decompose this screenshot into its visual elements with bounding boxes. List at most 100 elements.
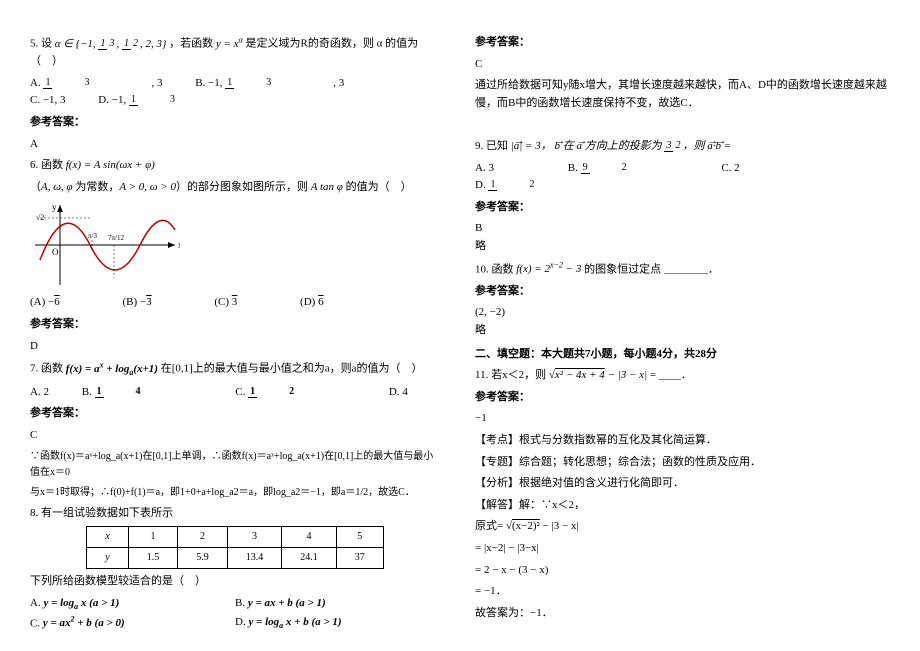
q8-table: x 1 2 3 4 5 y 1.5 5.9 13.4 24.1 37 [86, 526, 383, 569]
q6-graph: x y O √2 π/3 7π/12 [30, 200, 180, 290]
th-x: x [87, 527, 128, 548]
q7-stem: 7. 函数 f(x) = ax + loga(x+1) 在[0,1]上的最大值与… [30, 359, 440, 380]
q6-opt-b: (B) −3 [122, 294, 181, 312]
cell: 3 [227, 527, 282, 548]
q7-opt-b: B. 14 [82, 384, 203, 402]
q11-step1: = |x−2| − |3−x| [475, 540, 895, 558]
q7-expl2: 与x＝1时取得；∴f(0)+f(1)＝a，即1+0+a+log_a2＝a，即lo… [30, 485, 440, 501]
svg-text:x: x [178, 240, 180, 250]
svg-text:O: O [52, 247, 59, 257]
q5-opt-c: C. −1, 3 [30, 92, 66, 110]
q10-ans: (2, −2) [475, 304, 895, 322]
q6-opt-d: (D) 6 [300, 294, 354, 312]
q7-options: A. 2 B. 14 C. 12 D. 4 [30, 384, 440, 402]
q7-func: f(x) = ax + loga(x+1) [66, 363, 158, 375]
table-row: y 1.5 5.9 13.4 24.1 37 [87, 548, 383, 569]
svg-text:7π/12: 7π/12 [108, 234, 124, 242]
q8-opt-c: C. y = ax2 + b (a > 0) [30, 614, 235, 633]
q5-text-b: ，若函数 [169, 38, 213, 50]
q8-opt-d: D. y = loga x + b (a > 1) [235, 614, 440, 633]
q11-fx: 【分析】根据绝对值的含义进行化简即可． [475, 475, 895, 493]
cell: 2 [178, 527, 228, 548]
q11-stem: 11. 若x＜2，则 √x² − 4x + 4 − |3 − x| = ____… [475, 367, 895, 385]
q5-options: A. 13, 3 B. −1, 13, 3 C. −1, 3 D. −1, 13 [30, 75, 440, 110]
q5-func: y = xα [216, 38, 243, 50]
q7-ans: C [30, 427, 440, 445]
q5-opt-d: D. −1, 13 [98, 92, 237, 110]
q8-stem2: 下列所给函数模型较适合的是（ ） [30, 573, 440, 591]
q6-ans: D [30, 338, 440, 356]
q6-func: f(x) = A sin(ωx + φ) [66, 159, 155, 171]
q11-jd: 【解答】解：∵x＜2， [475, 497, 895, 515]
q9-opt-c: C. 2 [721, 160, 781, 178]
q5-stem: 5. 设 α ∈ {−1, 13, 12, 2, 3} ，若函数 y = xα … [30, 34, 440, 71]
q8-opts-row1: A. y = loga x (a > 1) B. y = ax + b (a >… [30, 595, 440, 614]
cell: 24.1 [282, 548, 337, 569]
q8-expl: 通过所给数据可知y随x增大，其增长速度越来越快，而A、D中的函数增长速度越来越慢… [475, 77, 895, 112]
q6-options: (A) −6 (B) −3 (C) 3 (D) 6 [30, 294, 440, 312]
q10-ans-label: 参考答案： [475, 283, 895, 301]
q6-opt-a: (A) −6 [30, 294, 90, 312]
q6-stem-a: 6. 函数 f(x) = A sin(ωx + φ) [30, 157, 440, 175]
q7-text-a: 7. 函数 [30, 363, 63, 375]
q7-opt-a: A. 2 [30, 384, 49, 402]
q8-opt-b: B. y = ax + b (a > 1) [235, 595, 440, 614]
q9-ans: B [475, 220, 895, 238]
q6-stem-b: （A, ω, φ 为常数，A > 0, ω > 0）的部分图象如图所示，则 A … [30, 179, 440, 197]
table-row: x 1 2 3 4 5 [87, 527, 383, 548]
right-column: 参考答案： C 通过所给数据可知y随x增大，其增长速度越来越快，而A、D中的函数… [460, 0, 920, 651]
section-2-header: 二、填空题：本大题共7小题，每小题4分，共28分 [475, 346, 895, 364]
q8-opts-row2: C. y = ax2 + b (a > 0) D. y = loga x + b… [30, 614, 440, 633]
svg-text:π/3: π/3 [88, 232, 97, 240]
q9-note: 略 [475, 238, 895, 256]
q7-text-b: 在[0,1]上的最大值与最小值之和为a，则a的值为（ ） [161, 363, 423, 375]
q9-options: A. 3 B. 92 C. 2 D. 12 [475, 160, 895, 195]
q11-zti: 【专题】综合题；转化思想；综合法；函数的性质及应用． [475, 454, 895, 472]
cell: 5 [336, 527, 383, 548]
q9-text-a: 9. 已知 [475, 140, 508, 152]
svg-text:y: y [52, 202, 57, 212]
page: 5. 设 α ∈ {−1, 13, 12, 2, 3} ，若函数 y = xα … [0, 0, 920, 651]
q10-note: 略 [475, 322, 895, 340]
q9-ans-label: 参考答案： [475, 199, 895, 217]
q9-stem: 9. 已知 |a→| = 3， b→ 在 a→ 方向上的投影为 32，则 a→·… [475, 138, 895, 156]
q7-expl1: ∵函数f(x)＝aˣ+log_a(x+1)在[0,1]上单调，∴函数f(x)＝a… [30, 449, 440, 481]
cell: 5.9 [178, 548, 228, 569]
q11-step2: = 2 − x − (3 − x) [475, 562, 895, 580]
cell: 1 [128, 527, 178, 548]
q5-ans-label: 参考答案： [30, 114, 440, 132]
q6-opt-c: (C) 3 [214, 294, 267, 312]
q6-ans-label: 参考答案： [30, 316, 440, 334]
q5-opt-b: B. −1, 13, 3 [195, 75, 344, 93]
q11-step0: 原式= √(x−2)² − |3 − x| [475, 518, 895, 536]
q5-set: α ∈ {−1, 13, 12, 2, 3} [55, 38, 169, 50]
q11-step4: 故答案为：−1． [475, 605, 895, 623]
q7-opt-c: C. 12 [235, 384, 356, 402]
cell: 37 [336, 548, 383, 569]
left-column: 5. 设 α ∈ {−1, 13, 12, 2, 3} ，若函数 y = xα … [0, 0, 460, 651]
q9-opt-a: A. 3 [475, 160, 535, 178]
q11-step3: = −1． [475, 583, 895, 601]
q8-ans: C [475, 56, 895, 74]
q8-opt-a: A. y = loga x (a > 1) [30, 595, 235, 614]
q5-ans: A [30, 136, 440, 154]
q11-ans: −1 [475, 410, 895, 428]
q11-ans-label: 参考答案： [475, 389, 895, 407]
q9-opt-d: D. 12 [475, 177, 596, 195]
q8-ans-label: 参考答案： [475, 34, 895, 52]
cell: 1.5 [128, 548, 178, 569]
svg-text:√2: √2 [36, 213, 44, 222]
th-y: y [87, 548, 128, 569]
q11-kdian: 【考点】根式与分数指数幂的互化及其化简运算． [475, 432, 895, 450]
cell: 13.4 [227, 548, 282, 569]
q8-stem: 8. 有一组试验数据如下表所示 [30, 505, 440, 523]
q9-opt-b: B. 92 [568, 160, 689, 178]
q5-text-a: 5. 设 [30, 38, 52, 50]
q7-opt-d: D. 4 [389, 384, 408, 402]
q10-stem: 10. 函数 f(x) = 2x−2 − 3 的图象恒过定点 ________． [475, 260, 895, 279]
q9-cond: |a→| = 3， b→ 在 a→ 方向上的投影为 32，则 a→·b→ = [511, 140, 731, 152]
q6-text-b: （A, ω, φ 为常数，A > 0, ω > 0）的部分图象如图所示，则 A … [30, 181, 412, 193]
q6-text-a: 6. 函数 [30, 159, 63, 171]
cell: 4 [282, 527, 337, 548]
q7-ans-label: 参考答案： [30, 405, 440, 423]
